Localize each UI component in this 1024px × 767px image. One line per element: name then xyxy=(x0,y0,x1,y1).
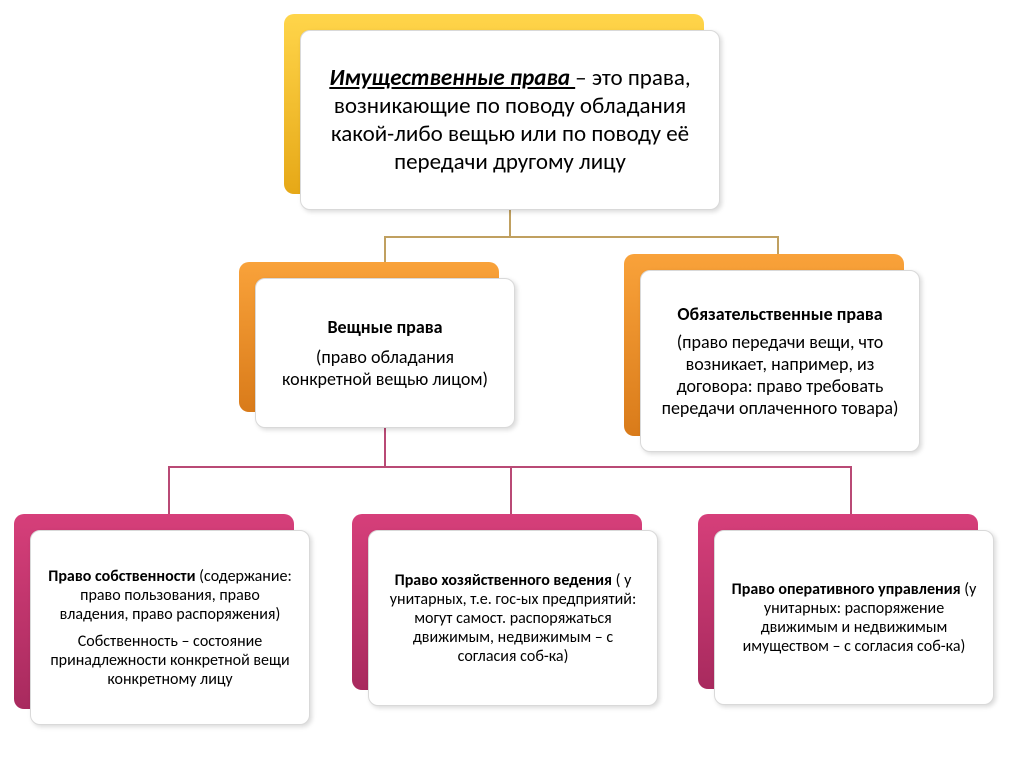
leaf2-title: Право хозяйственного ведения xyxy=(395,571,612,590)
midright-node: Обязательственные права (право передачи … xyxy=(640,270,920,452)
midleft-sub: (право обладания конкретной вещью лицом) xyxy=(270,346,500,390)
root-node: Имущественные права – это права, возника… xyxy=(300,30,720,210)
conn-mid-down xyxy=(384,428,386,468)
conn-to-leaf2 xyxy=(510,466,512,516)
leaf1-node: Право собственности (содержание: право п… xyxy=(30,530,310,725)
conn-root-down xyxy=(509,210,511,238)
leaf3-title: Право оперативного управления xyxy=(732,580,965,599)
conn-to-midright xyxy=(777,236,779,256)
leaf1-sub2: Собственность – состояние принадлежности… xyxy=(45,632,295,689)
root-text: Имущественные права – это права, возника… xyxy=(315,64,705,176)
conn-to-leaf1 xyxy=(168,466,170,516)
leaf2-p: Право хозяйственного ведения ( у унитарн… xyxy=(383,571,643,666)
leaf1-title: Право собственности xyxy=(48,567,195,586)
midleft-node: Вещные права (право обладания конкретной… xyxy=(255,278,515,428)
leaf2-node: Право хозяйственного ведения ( у унитарн… xyxy=(368,530,658,706)
leaf3-p: Право оперативного управления (у унитарн… xyxy=(729,580,979,656)
leaf1-p1: Право собственности (содержание: право п… xyxy=(45,567,295,624)
conn-to-leaf3 xyxy=(850,466,852,516)
midright-title: Обязательственные права xyxy=(655,303,905,325)
midright-sub: (право передачи вещи, что возникает, нап… xyxy=(655,331,905,419)
conn-to-midleft xyxy=(384,236,386,264)
conn-root-hbar xyxy=(384,236,779,238)
midleft-title: Вещные права xyxy=(270,316,500,338)
leaf3-node: Право оперативного управления (у унитарн… xyxy=(714,530,994,705)
root-title: Имущественные права xyxy=(329,64,575,92)
